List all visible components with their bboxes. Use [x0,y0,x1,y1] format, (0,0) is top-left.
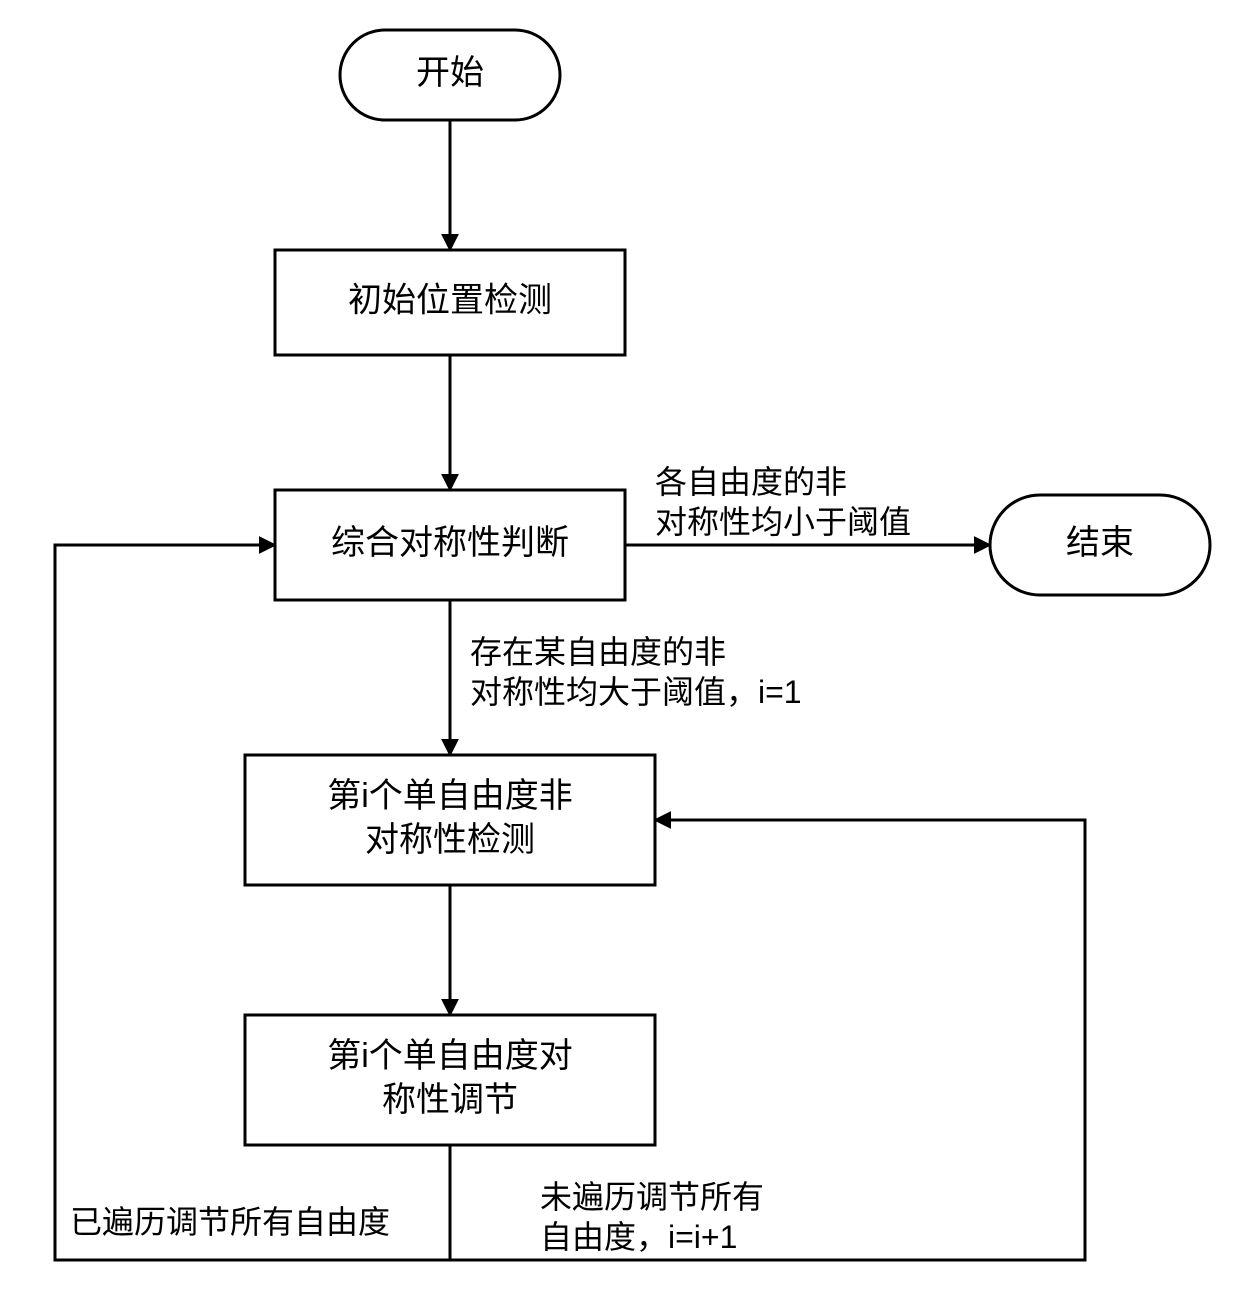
node-end: 结束 [990,495,1210,595]
flowchart-canvas: 各自由度的非对称性均小于阈值存在某自由度的非对称性均大于阈值，i=1 已遍历调节所… [0,0,1240,1305]
node-init: 初始位置检测 [275,250,625,355]
node-detect_i: 第i个单自由度非对称性检测 [245,755,655,885]
edge-label: 未遍历调节所有自由度，i=i+1 [540,1179,764,1255]
flow-edge [55,545,450,1260]
node-start: 开始 [340,30,560,120]
node-label: 结束 [1066,524,1134,562]
edge-label: 各自由度的非对称性均小于阈值 [655,464,911,540]
node-adjust_i: 第i个单自由度对称性调节 [245,1015,655,1145]
node-label: 综合对称性判断 [331,524,569,562]
node-judge: 综合对称性判断 [275,490,625,600]
node-label: 初始位置检测 [348,281,552,319]
node-label: 开始 [416,54,484,92]
edge-label: 存在某自由度的非对称性均大于阈值，i=1 [470,634,802,710]
edge-label: 已遍历调节所有自由度 [70,1204,390,1240]
